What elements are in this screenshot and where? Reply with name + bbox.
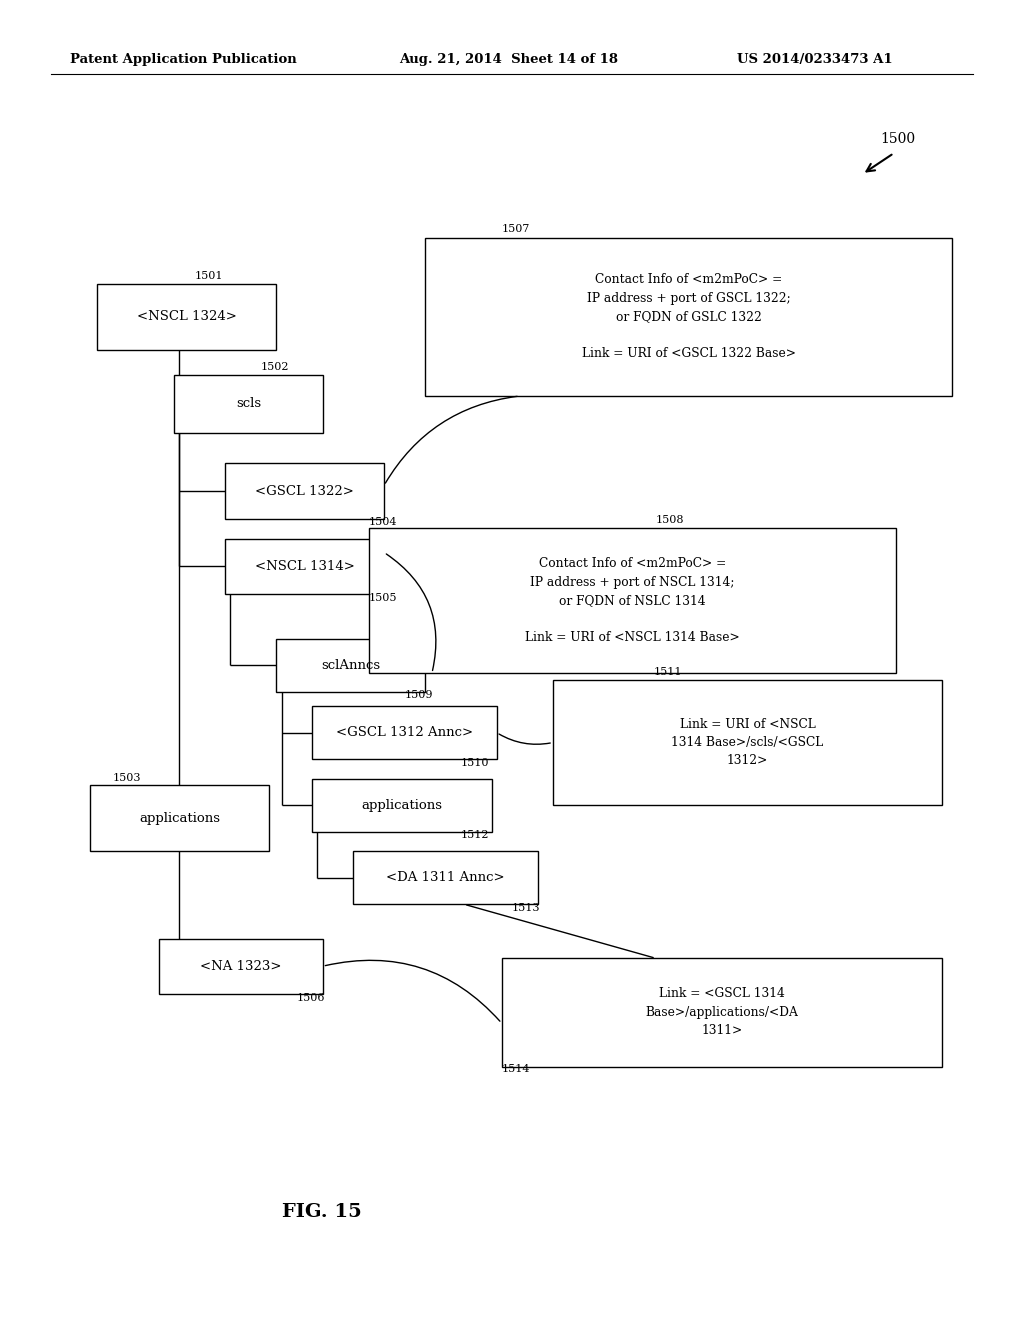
Text: Link = URI of <NSCL
1314 Base>/scls/<GSCL
1312>: Link = URI of <NSCL 1314 Base>/scls/<GSC… — [672, 718, 823, 767]
Text: 1511: 1511 — [653, 667, 682, 677]
Bar — [312, 779, 492, 832]
Bar — [553, 680, 942, 805]
Text: sclAnncs: sclAnncs — [322, 659, 380, 672]
Text: 1514: 1514 — [502, 1064, 530, 1074]
Text: 1507: 1507 — [502, 224, 530, 235]
Text: applications: applications — [139, 812, 220, 825]
Text: Patent Application Publication: Patent Application Publication — [70, 53, 296, 66]
Bar — [353, 851, 538, 904]
Text: <GSCL 1322>: <GSCL 1322> — [255, 484, 354, 498]
Bar — [312, 706, 497, 759]
Bar — [276, 639, 425, 692]
Bar — [97, 284, 276, 350]
Text: FIG. 15: FIG. 15 — [282, 1203, 361, 1221]
Text: <NA 1323>: <NA 1323> — [200, 960, 282, 973]
Text: applications: applications — [361, 799, 442, 812]
Text: 1503: 1503 — [113, 774, 141, 784]
Text: Link = <GSCL 1314
Base>/applications/<DA
1311>: Link = <GSCL 1314 Base>/applications/<DA… — [645, 987, 799, 1038]
Text: US 2014/0233473 A1: US 2014/0233473 A1 — [737, 53, 893, 66]
Text: 1502: 1502 — [261, 362, 290, 372]
Text: <GSCL 1312 Annc>: <GSCL 1312 Annc> — [336, 726, 473, 739]
Text: scls: scls — [236, 397, 261, 411]
Text: Contact Info of <m2mPoC> =
IP address + port of NSCL 1314;
or FQDN of NSLC 1314
: Contact Info of <m2mPoC> = IP address + … — [525, 557, 739, 644]
Text: 1506: 1506 — [297, 993, 326, 1003]
Bar — [225, 539, 384, 594]
Text: Aug. 21, 2014  Sheet 14 of 18: Aug. 21, 2014 Sheet 14 of 18 — [399, 53, 618, 66]
Text: 1504: 1504 — [369, 517, 397, 528]
Text: Contact Info of <m2mPoC> =
IP address + port of GSCL 1322;
or FQDN of GSLC 1322
: Contact Info of <m2mPoC> = IP address + … — [582, 273, 796, 360]
Bar — [425, 238, 952, 396]
Bar — [225, 463, 384, 519]
Bar — [174, 375, 323, 433]
Text: <NSCL 1314>: <NSCL 1314> — [255, 560, 354, 573]
Text: <DA 1311 Annc>: <DA 1311 Annc> — [386, 871, 505, 884]
Text: 1513: 1513 — [512, 903, 541, 913]
Text: 1501: 1501 — [195, 271, 223, 281]
Text: 1508: 1508 — [655, 515, 684, 525]
Text: <NSCL 1324>: <NSCL 1324> — [137, 310, 237, 323]
Bar — [369, 528, 896, 673]
Text: 1505: 1505 — [369, 593, 397, 603]
Text: 1512: 1512 — [461, 830, 489, 841]
Bar — [159, 939, 323, 994]
Text: 1500: 1500 — [881, 132, 915, 145]
Text: 1509: 1509 — [404, 690, 433, 701]
Bar — [502, 958, 942, 1067]
Bar — [90, 785, 269, 851]
Text: 1510: 1510 — [461, 758, 489, 768]
